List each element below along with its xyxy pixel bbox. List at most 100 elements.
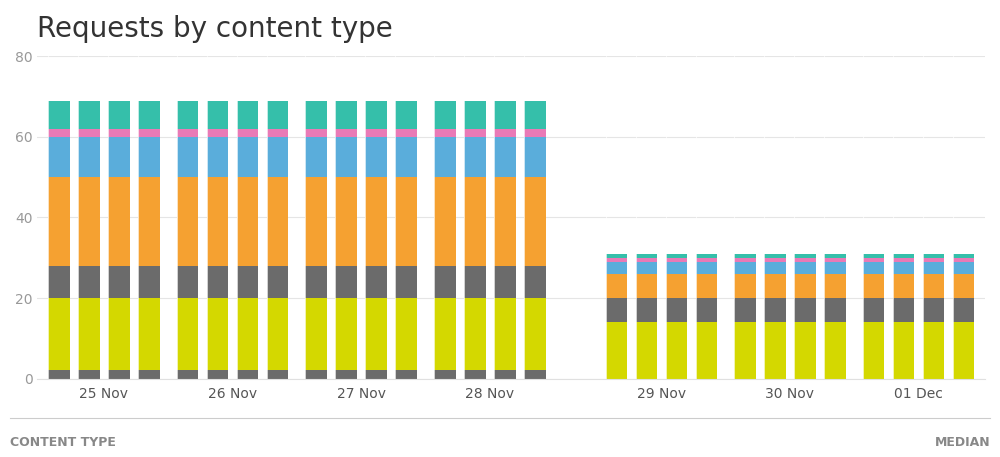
Bar bbox=[824, 298, 846, 322]
Bar bbox=[734, 262, 756, 274]
Bar bbox=[923, 262, 944, 274]
Bar bbox=[636, 298, 657, 322]
Bar bbox=[666, 298, 687, 322]
Bar bbox=[207, 101, 228, 129]
Bar bbox=[305, 266, 327, 298]
Bar bbox=[953, 274, 974, 298]
Bar bbox=[953, 262, 974, 274]
Bar bbox=[48, 129, 70, 137]
Bar bbox=[78, 266, 100, 298]
Bar bbox=[395, 298, 417, 371]
Bar bbox=[794, 274, 816, 298]
Bar bbox=[207, 129, 228, 137]
Bar bbox=[794, 254, 816, 258]
Bar bbox=[78, 101, 100, 129]
Bar bbox=[923, 258, 944, 262]
Bar bbox=[636, 254, 657, 258]
Bar bbox=[138, 371, 160, 378]
Bar bbox=[138, 298, 160, 371]
Bar bbox=[267, 137, 288, 177]
Bar bbox=[524, 371, 546, 378]
Bar bbox=[696, 254, 717, 258]
Bar bbox=[794, 322, 816, 378]
Bar bbox=[434, 266, 456, 298]
Bar bbox=[636, 274, 657, 298]
Bar bbox=[365, 101, 387, 129]
Bar bbox=[48, 101, 70, 129]
Bar bbox=[267, 266, 288, 298]
Bar bbox=[237, 101, 258, 129]
Bar bbox=[237, 266, 258, 298]
Bar bbox=[696, 262, 717, 274]
Bar bbox=[395, 177, 417, 266]
Bar bbox=[764, 298, 786, 322]
Bar bbox=[494, 298, 516, 371]
Bar bbox=[395, 129, 417, 137]
Bar bbox=[524, 177, 546, 266]
Bar bbox=[794, 262, 816, 274]
Bar bbox=[863, 298, 884, 322]
Bar bbox=[335, 137, 357, 177]
Bar bbox=[824, 262, 846, 274]
Bar bbox=[395, 371, 417, 378]
Bar bbox=[78, 137, 100, 177]
Bar bbox=[138, 129, 160, 137]
Bar bbox=[395, 101, 417, 129]
Bar bbox=[48, 177, 70, 266]
Bar bbox=[108, 137, 130, 177]
Bar bbox=[764, 262, 786, 274]
Bar bbox=[636, 258, 657, 262]
Bar bbox=[365, 137, 387, 177]
Bar bbox=[953, 254, 974, 258]
Bar bbox=[237, 137, 258, 177]
Bar bbox=[237, 371, 258, 378]
Bar bbox=[464, 298, 486, 371]
Bar bbox=[734, 322, 756, 378]
Bar bbox=[606, 322, 627, 378]
Bar bbox=[395, 266, 417, 298]
Bar bbox=[764, 322, 786, 378]
Bar bbox=[764, 254, 786, 258]
Bar bbox=[335, 298, 357, 371]
Bar bbox=[524, 137, 546, 177]
Bar bbox=[494, 371, 516, 378]
Bar bbox=[606, 274, 627, 298]
Bar bbox=[953, 298, 974, 322]
Text: CONTENT TYPE: CONTENT TYPE bbox=[10, 436, 116, 449]
Bar bbox=[893, 258, 914, 262]
Bar bbox=[177, 129, 198, 137]
Text: Requests by content type: Requests by content type bbox=[37, 15, 393, 43]
Bar bbox=[207, 266, 228, 298]
Bar bbox=[365, 371, 387, 378]
Bar bbox=[138, 266, 160, 298]
Bar bbox=[893, 262, 914, 274]
Bar bbox=[464, 266, 486, 298]
Bar bbox=[696, 298, 717, 322]
Bar bbox=[434, 137, 456, 177]
Bar bbox=[636, 262, 657, 274]
Bar bbox=[606, 258, 627, 262]
Bar bbox=[267, 371, 288, 378]
Bar bbox=[923, 298, 944, 322]
Bar bbox=[335, 266, 357, 298]
Bar bbox=[434, 298, 456, 371]
Bar bbox=[335, 129, 357, 137]
Bar bbox=[48, 371, 70, 378]
Bar bbox=[923, 274, 944, 298]
Bar bbox=[696, 322, 717, 378]
Bar bbox=[893, 298, 914, 322]
Bar bbox=[207, 137, 228, 177]
Bar bbox=[48, 137, 70, 177]
Bar bbox=[138, 101, 160, 129]
Bar bbox=[893, 322, 914, 378]
Bar bbox=[863, 322, 884, 378]
Bar bbox=[494, 101, 516, 129]
Bar bbox=[824, 322, 846, 378]
Bar bbox=[434, 129, 456, 137]
Bar bbox=[464, 371, 486, 378]
Bar bbox=[108, 298, 130, 371]
Bar bbox=[824, 258, 846, 262]
Bar bbox=[494, 177, 516, 266]
Bar bbox=[177, 177, 198, 266]
Bar bbox=[207, 371, 228, 378]
